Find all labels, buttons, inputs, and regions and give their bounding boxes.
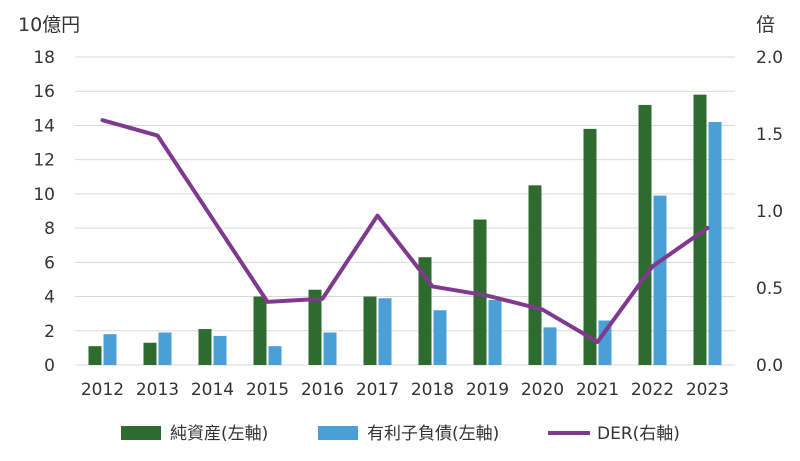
- left-tick-label: 4: [44, 288, 55, 308]
- legend-label-net-assets: 純資産(左軸): [170, 424, 268, 444]
- x-tick-label: 2016: [301, 380, 344, 400]
- left-tick-label: 10: [33, 185, 55, 205]
- left-tick-label: 18: [33, 48, 55, 68]
- x-tick-label: 2014: [191, 380, 234, 400]
- right-tick-label: 1.5: [756, 125, 783, 145]
- left-tick-label: 8: [44, 219, 55, 239]
- bar-interest-bearing-debt: [159, 332, 172, 365]
- bar-net-assets: [584, 129, 597, 365]
- legend: 純資産(左軸) 有利子負債(左軸) DER(右軸): [121, 424, 680, 444]
- x-tick-label: 2015: [246, 380, 289, 400]
- right-tick-label: 2.0: [756, 48, 783, 68]
- bar-net-assets: [89, 346, 102, 365]
- bar-interest-bearing-debt: [269, 346, 282, 365]
- x-tick-label: 2013: [136, 380, 179, 400]
- left-tick-label: 12: [33, 151, 55, 171]
- x-tick-label: 2023: [686, 380, 729, 400]
- bar-interest-bearing-debt: [709, 122, 722, 365]
- left-tick-label: 6: [44, 253, 55, 273]
- left-tick-label: 16: [33, 82, 55, 102]
- bar-net-assets: [144, 343, 157, 365]
- bar-interest-bearing-debt: [654, 196, 667, 365]
- bar-net-assets: [364, 297, 377, 365]
- legend-label-debt: 有利子負債(左軸): [367, 424, 499, 444]
- axes: 10億円 倍 0 2 4 6 8 10 12 14 16 18 0.0 0.5 1.0 1.5 2.0 201…: [18, 14, 783, 400]
- bar-interest-bearing-debt: [434, 310, 447, 365]
- x-tick-label: 2019: [466, 380, 509, 400]
- bars: [89, 95, 722, 365]
- right-tick-label: 1.0: [756, 202, 783, 222]
- bar-interest-bearing-debt: [104, 334, 117, 365]
- x-tick-label: 2020: [521, 380, 564, 400]
- left-tick-label: 0: [44, 356, 55, 376]
- bar-net-assets: [639, 105, 652, 365]
- x-tick-label: 2022: [631, 380, 674, 400]
- legend-item-der: DER(右軸): [548, 424, 680, 444]
- legend-swatch-debt: [318, 426, 358, 440]
- legend-item-debt: 有利子負債(左軸): [318, 424, 499, 444]
- x-tick-label: 2018: [411, 380, 454, 400]
- bar-net-assets: [529, 185, 542, 365]
- right-tick-label: 0.0: [756, 356, 783, 376]
- left-axis-unit: 10億円: [18, 14, 80, 36]
- der-line-path: [103, 120, 708, 342]
- der-line: [102, 120, 707, 342]
- x-tick-label: 2017: [356, 380, 399, 400]
- legend-label-der: DER(右軸): [597, 424, 680, 444]
- bar-interest-bearing-debt: [324, 332, 337, 365]
- bar-interest-bearing-debt: [214, 336, 227, 365]
- bar-interest-bearing-debt: [489, 300, 502, 365]
- bar-interest-bearing-debt: [544, 327, 557, 365]
- right-tick-label: 0.5: [756, 279, 783, 299]
- x-tick-label: 2021: [576, 380, 619, 400]
- right-axis-unit: 倍: [756, 14, 775, 36]
- legend-item-net-assets: 純資産(左軸): [121, 424, 268, 444]
- left-tick-label: 14: [33, 116, 55, 136]
- legend-swatch-net-assets: [121, 426, 161, 440]
- x-tick-label: 2012: [81, 380, 124, 400]
- gridlines: [75, 57, 735, 365]
- bar-interest-bearing-debt: [379, 298, 392, 365]
- bar-net-assets: [254, 297, 267, 365]
- left-tick-label: 2: [44, 322, 55, 342]
- bar-net-assets: [199, 329, 212, 365]
